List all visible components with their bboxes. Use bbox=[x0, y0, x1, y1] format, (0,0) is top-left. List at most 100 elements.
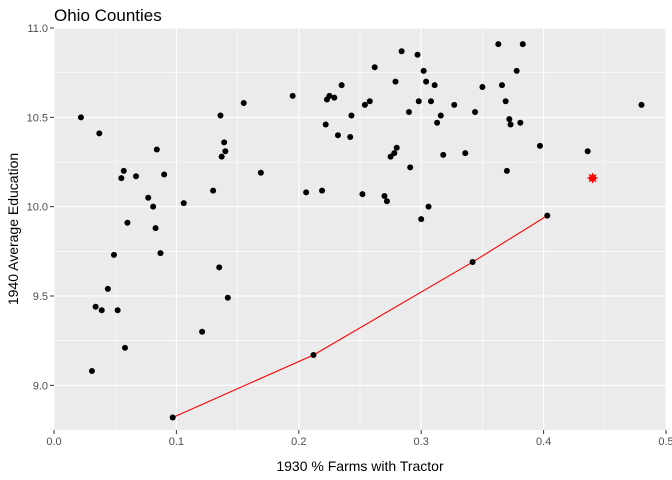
y-tick-label: 9.0 bbox=[33, 380, 48, 392]
data-point bbox=[479, 83, 486, 90]
data-point bbox=[222, 148, 229, 155]
y-axis-title: 1940 Average Education bbox=[5, 153, 21, 305]
data-point bbox=[498, 82, 505, 89]
data-point bbox=[638, 101, 645, 108]
data-point bbox=[120, 167, 127, 174]
data-point bbox=[391, 150, 398, 157]
data-point bbox=[503, 167, 510, 174]
data-point bbox=[77, 114, 84, 121]
data-point bbox=[415, 98, 422, 105]
data-point bbox=[157, 250, 164, 257]
x-tick-label: 0.5 bbox=[658, 436, 672, 448]
trend-line bbox=[172, 215, 548, 418]
data-point bbox=[381, 192, 388, 199]
data-point bbox=[348, 112, 355, 119]
data-point bbox=[407, 164, 414, 171]
data-point bbox=[96, 130, 103, 137]
data-point bbox=[180, 200, 187, 207]
y-axis: 9.0 9.5 10.0 10.5 11.0 bbox=[27, 23, 54, 392]
data-point bbox=[124, 219, 131, 226]
data-point bbox=[334, 132, 341, 139]
x-tick-label: 0.4 bbox=[536, 436, 551, 448]
data-point bbox=[451, 101, 458, 108]
data-point bbox=[398, 48, 405, 55]
data-point bbox=[347, 133, 354, 140]
y-tick-label: 9.5 bbox=[33, 291, 48, 303]
data-point bbox=[513, 67, 520, 74]
data-point bbox=[133, 173, 140, 180]
y-tick-label: 11.0 bbox=[27, 23, 48, 35]
data-point bbox=[303, 189, 310, 196]
data-point bbox=[289, 92, 296, 99]
data-point bbox=[92, 303, 99, 310]
data-point bbox=[502, 98, 509, 105]
data-point bbox=[519, 41, 526, 48]
trend-line-point bbox=[310, 351, 317, 358]
data-point bbox=[98, 307, 105, 314]
trend-line-point bbox=[544, 212, 551, 219]
data-point bbox=[152, 225, 159, 232]
data-point bbox=[150, 203, 157, 210]
data-point bbox=[153, 146, 160, 153]
data-point bbox=[393, 144, 400, 151]
data-point bbox=[257, 169, 264, 176]
data-point bbox=[240, 100, 247, 107]
data-point bbox=[462, 150, 469, 157]
data-point bbox=[221, 139, 228, 146]
x-tick-label: 0.2 bbox=[291, 436, 306, 448]
data-point bbox=[434, 119, 441, 126]
scatter-points bbox=[77, 41, 645, 375]
data-point bbox=[366, 98, 373, 105]
data-point bbox=[331, 94, 338, 101]
data-point bbox=[427, 98, 434, 105]
x-axis-title: 1930 % Farms with Tractor bbox=[276, 458, 444, 474]
trend-line-point bbox=[469, 259, 476, 266]
data-point bbox=[506, 116, 513, 123]
data-point bbox=[224, 294, 231, 301]
data-point bbox=[495, 41, 502, 48]
data-point bbox=[210, 187, 217, 194]
data-point bbox=[145, 194, 152, 201]
data-point bbox=[423, 78, 430, 85]
data-point bbox=[361, 101, 368, 108]
data-point bbox=[319, 187, 326, 194]
highlight-point bbox=[587, 173, 598, 184]
data-point bbox=[359, 191, 366, 198]
data-point bbox=[216, 264, 223, 271]
trend-line-point bbox=[169, 414, 176, 421]
x-tick-label: 0.3 bbox=[414, 436, 429, 448]
data-point bbox=[383, 198, 390, 205]
grid-lines bbox=[53, 27, 667, 430]
data-point bbox=[326, 92, 333, 99]
data-point bbox=[371, 64, 378, 71]
data-point bbox=[517, 119, 524, 126]
data-point bbox=[414, 51, 421, 58]
data-point bbox=[437, 112, 444, 119]
data-point bbox=[114, 307, 121, 314]
data-point bbox=[218, 153, 225, 160]
data-point bbox=[338, 82, 345, 89]
data-point bbox=[161, 171, 168, 178]
trend-line-layer bbox=[169, 212, 551, 421]
data-point bbox=[118, 175, 125, 182]
data-point bbox=[322, 121, 329, 128]
y-tick-label: 10.5 bbox=[27, 112, 48, 124]
data-point bbox=[387, 153, 394, 160]
data-point bbox=[472, 108, 479, 115]
x-tick-label: 0.1 bbox=[169, 436, 184, 448]
data-point bbox=[405, 108, 412, 115]
data-point bbox=[104, 285, 111, 292]
chart-title: Ohio Counties bbox=[54, 6, 162, 25]
y-tick-label: 10.0 bbox=[27, 202, 48, 214]
data-point bbox=[110, 251, 117, 258]
data-point bbox=[425, 203, 432, 210]
data-point bbox=[536, 142, 543, 149]
x-tick-label: 0.0 bbox=[46, 436, 61, 448]
data-point bbox=[420, 67, 427, 74]
data-point bbox=[507, 121, 514, 128]
data-point bbox=[217, 112, 224, 119]
data-point bbox=[418, 216, 425, 223]
x-axis: 0.0 0.1 0.2 0.3 0.4 0.5 bbox=[46, 430, 672, 448]
data-point bbox=[584, 148, 591, 155]
data-point bbox=[440, 151, 447, 158]
